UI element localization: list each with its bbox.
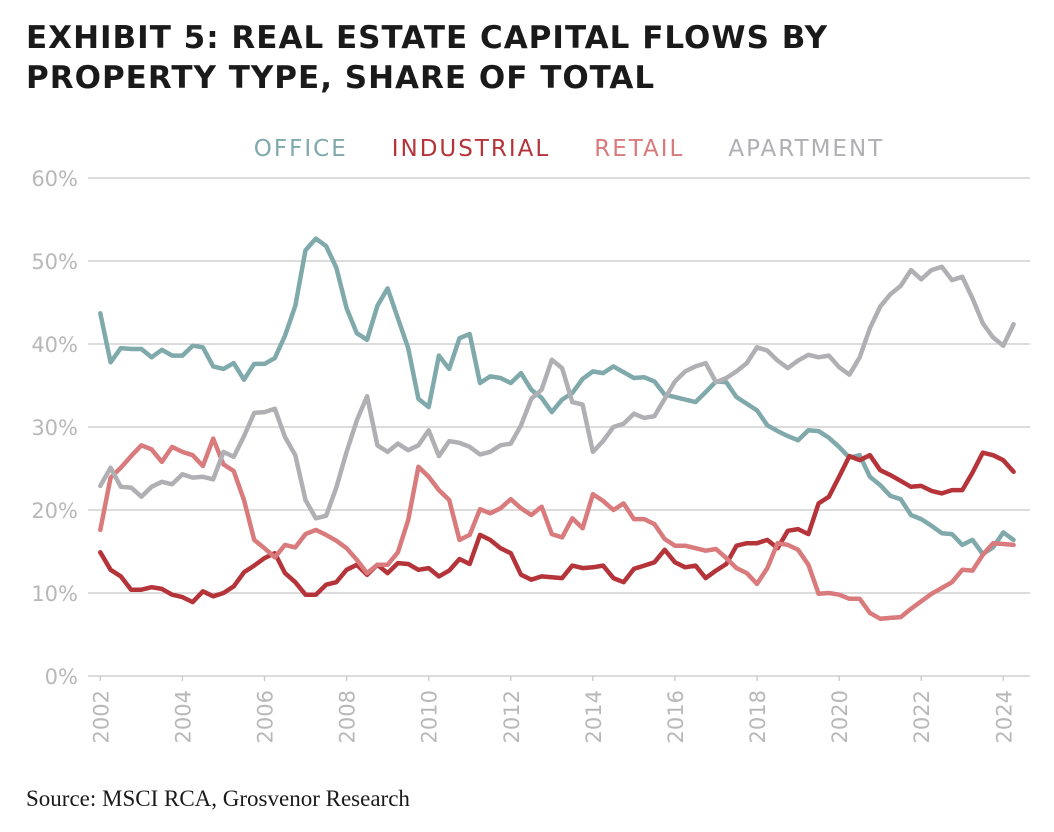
legend-entry: APARTMENT	[728, 136, 884, 162]
x-tick-label: 2006	[253, 690, 277, 743]
x-tick-label: 2008	[336, 690, 360, 743]
y-tick-label: 20%	[31, 499, 78, 523]
x-tick-label: 2012	[500, 690, 524, 743]
y-tick-label: 0%	[45, 665, 78, 689]
x-tick-label: 2020	[828, 690, 852, 743]
series-line	[98, 450, 1016, 605]
x-tick-label: 2014	[582, 690, 606, 743]
x-tick-label: 2022	[910, 690, 934, 743]
y-tick-label: 50%	[31, 250, 78, 274]
x-tick-label: 2024	[992, 690, 1016, 743]
chart-title: PROPERTY TYPE, SHARE OF TOTAL	[26, 60, 655, 96]
series-line	[98, 436, 1016, 621]
chart-title: EXHIBIT 5: REAL ESTATE CAPITAL FLOWS BY	[26, 20, 828, 56]
series-line	[98, 264, 1016, 521]
source-note: Source: MSCI RCA, Grosvenor Research	[26, 786, 410, 811]
y-tick-label: 40%	[31, 333, 78, 357]
y-tick-label: 30%	[31, 416, 78, 440]
legend: OFFICE INDUSTRIAL RETAIL APARTMENT	[254, 136, 884, 162]
legend-entry: OFFICE	[254, 136, 348, 162]
y-tick-label: 10%	[31, 582, 78, 606]
legend-entry: INDUSTRIAL	[392, 136, 551, 162]
x-tick-label: 2002	[89, 690, 113, 743]
series-line	[98, 236, 1016, 557]
x-tick-label: 2004	[171, 690, 195, 743]
x-tick-label: 2010	[418, 690, 442, 743]
x-tick-label: 2018	[746, 690, 770, 743]
legend-entry: RETAIL	[594, 136, 684, 162]
x-tick-label: 2016	[664, 690, 688, 743]
y-tick-label: 60%	[31, 167, 78, 191]
